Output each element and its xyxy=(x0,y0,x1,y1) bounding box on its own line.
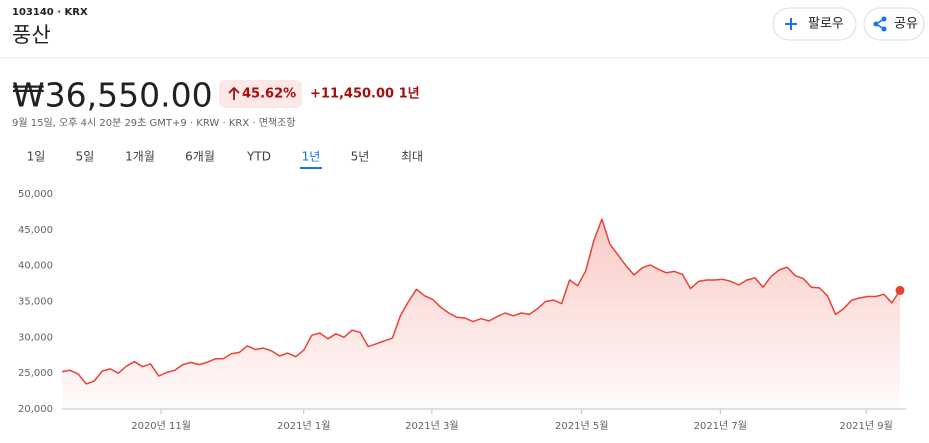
button-bg xyxy=(772,7,857,41)
button-bg xyxy=(863,7,925,41)
y-tick-label: 25,000 xyxy=(18,368,53,379)
up-arrow xyxy=(228,86,240,100)
x-tick-label: 2021년 5월 xyxy=(555,420,608,432)
ticker: 103140 · KRX xyxy=(12,7,88,18)
range-tab[interactable]: 5일 xyxy=(76,150,95,164)
range-tab[interactable]: YTD xyxy=(246,150,271,164)
change-badge xyxy=(219,80,302,108)
plus-icon xyxy=(785,18,797,30)
price: ₩36,550.00 xyxy=(12,76,213,115)
last-point xyxy=(895,285,905,295)
range-tab[interactable]: 6개월 xyxy=(185,150,215,164)
share-icon-lines xyxy=(874,18,885,30)
x-tick-label: 2021년 7월 xyxy=(694,420,747,432)
button-label: 팔로우 xyxy=(808,17,844,32)
range-tab[interactable]: 1년 xyxy=(302,150,321,164)
tab-underline xyxy=(300,167,322,169)
range-tab[interactable]: 1개월 xyxy=(125,150,155,164)
range-tab[interactable]: 5년 xyxy=(351,150,370,164)
share-button[interactable]: 공유 xyxy=(863,7,925,41)
x-tick-label: 2021년 3월 xyxy=(405,420,458,432)
range-tab[interactable]: 1일 xyxy=(27,150,46,164)
follow-button[interactable]: 팔로우 xyxy=(772,7,857,41)
company-name: 풍산 xyxy=(12,23,51,47)
range-tab[interactable]: 최대 xyxy=(401,150,423,164)
change-percent: 45.62% xyxy=(242,87,296,102)
y-tick-label: 20,000 xyxy=(18,404,53,415)
x-tick-label: 2021년 9월 xyxy=(839,420,892,432)
price-line xyxy=(61,218,901,385)
timestamp: 9월 15일, 오후 4시 20분 29초 GMT+9 · KRW · KRX … xyxy=(12,117,296,129)
price-area xyxy=(62,219,900,409)
y-tick-label: 40,000 xyxy=(18,261,53,272)
change-amount: +11,450.00 1년 xyxy=(310,87,420,102)
y-tick-label: 50,000 xyxy=(18,189,53,200)
y-tick-label: 45,000 xyxy=(18,225,53,236)
button-label: 공유 xyxy=(894,17,918,32)
range-tabs: 1일 5일 1개월 6개월 YTD 1년 5년 최대 xyxy=(27,150,423,169)
chart: 20,000 25,000 30,000 35,000 40,000 45,000 50,0… xyxy=(18,189,906,432)
x-tick-label: 2021년 1월 xyxy=(277,420,330,432)
y-tick-label: 30,000 xyxy=(18,332,53,343)
x-tick-label: 2020년 11월 xyxy=(131,420,191,432)
y-tick-label: 35,000 xyxy=(18,297,53,308)
